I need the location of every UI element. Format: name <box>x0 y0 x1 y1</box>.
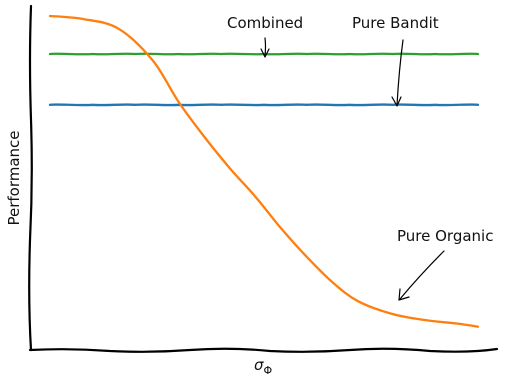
x-axis-label-main: σ <box>254 356 264 374</box>
arrow-combined <box>260 37 270 58</box>
series-layer <box>48 14 480 328</box>
series-line-pure-bandit <box>48 103 480 107</box>
x-axis <box>28 347 499 353</box>
series-line-pure-organic <box>48 14 480 328</box>
arrow-pure-organic <box>398 250 445 301</box>
y-axis-label: Performance <box>5 130 23 225</box>
annotation-pure-organic: Pure Organic <box>397 227 493 245</box>
x-axis-label-subscript: Φ <box>264 364 273 377</box>
arrow-pure-bandit <box>391 39 404 107</box>
y-axis <box>28 4 33 352</box>
annotation-pure-bandit: Pure Bandit <box>352 14 439 32</box>
annotation-combined: Combined <box>227 14 303 32</box>
x-axis-label: σΦ <box>254 356 273 377</box>
